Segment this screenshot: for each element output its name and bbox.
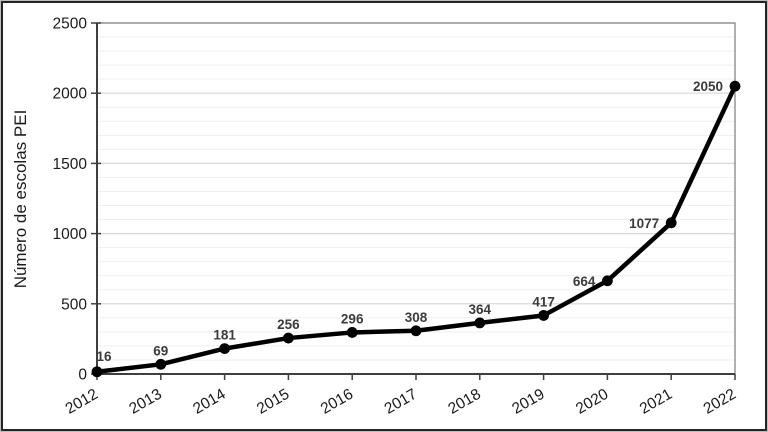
data-label: 364 <box>469 302 492 317</box>
y-tick-label: 0 <box>78 367 87 384</box>
x-tick-label: 2012 <box>63 386 101 418</box>
data-point <box>219 343 231 354</box>
data-point <box>346 327 358 338</box>
data-series <box>91 80 741 378</box>
data-point <box>410 325 422 337</box>
data-label: 296 <box>341 311 364 326</box>
data-label: 2050 <box>693 79 723 94</box>
data-point <box>474 317 486 329</box>
x-tick-label: 2015 <box>254 386 292 418</box>
y-tick-label: 2500 <box>53 16 88 33</box>
minor-gridlines <box>97 36 735 361</box>
data-label: 1077 <box>629 216 659 231</box>
data-point <box>283 332 294 344</box>
data-labels: 16 69 181 256 296 308 364 417 664 1077 2050 <box>96 79 723 364</box>
y-tick-label: 2000 <box>53 86 88 103</box>
y-tick-label: 1000 <box>53 226 88 243</box>
x-tick-label: 2017 <box>382 386 420 418</box>
x-tick-label: 2021 <box>637 386 675 418</box>
data-point <box>665 217 677 229</box>
x-tick-label: 2016 <box>318 386 356 418</box>
data-label: 664 <box>573 274 596 289</box>
data-label: 256 <box>277 317 300 332</box>
y-axis-title: Número de escolas PEI <box>11 110 30 289</box>
data-label: 308 <box>405 310 428 325</box>
data-point <box>729 80 741 92</box>
data-point <box>538 310 549 321</box>
x-tick-label: 2022 <box>701 386 739 418</box>
data-label: 16 <box>96 349 112 364</box>
y-tick-label: 1500 <box>53 156 88 173</box>
data-point <box>602 275 613 287</box>
x-tick-label: 2014 <box>190 386 229 418</box>
x-tick-label: 2018 <box>445 386 483 418</box>
x-tick-labels: 2012 2013 2014 2015 2016 2017 2018 2019 2020 2021… <box>63 386 739 418</box>
data-point <box>155 358 167 370</box>
x-tick-label: 2013 <box>126 386 164 418</box>
x-tick-label: 2020 <box>573 386 612 418</box>
data-point <box>91 366 103 378</box>
data-label: 181 <box>213 328 236 343</box>
data-label: 69 <box>153 343 168 358</box>
y-tick-labels: 0 500 1000 1500 2000 2500 <box>53 16 88 384</box>
data-label: 417 <box>532 294 555 309</box>
x-tick-label: 2019 <box>509 386 547 418</box>
y-tick-label: 500 <box>61 296 87 313</box>
